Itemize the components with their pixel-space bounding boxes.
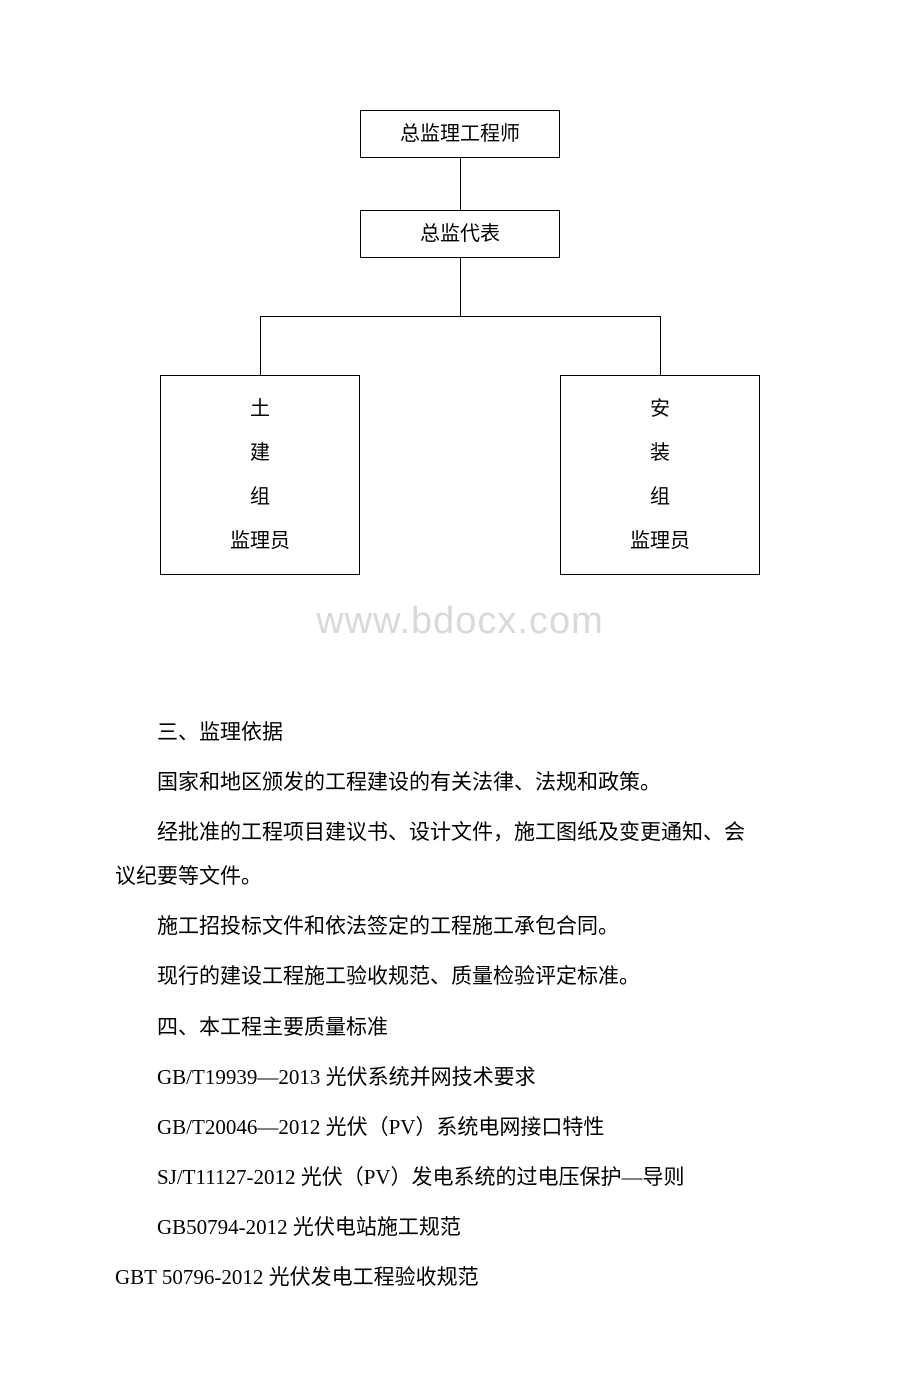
org-chart: 总监理工程师 总监代表 土 建 组 监理员 安 装 组 监理员 www.bdoc… (0, 80, 920, 580)
connector-line (260, 316, 261, 375)
standard-item: GB50794-2012 光伏电站施工规范 (115, 1205, 805, 1249)
connector-line (260, 316, 660, 317)
paragraph-line: 经批准的工程项目建议书、设计文件，施工图纸及变更通知、会 (115, 810, 805, 854)
node-label: 总监理工程师 (400, 120, 520, 148)
node-line: 组 (650, 475, 670, 519)
node-line: 建 (250, 431, 270, 475)
node-deputy: 总监代表 (360, 210, 560, 258)
paragraph: 经批准的工程项目建议书、设计文件，施工图纸及变更通知、会 议纪要等文件。 (115, 810, 805, 898)
standard-item: GBT 50796-2012 光伏发电工程验收规范 (115, 1255, 805, 1299)
section-heading: 四、本工程主要质量标准 (115, 1005, 805, 1049)
node-chief-supervisor: 总监理工程师 (360, 110, 560, 158)
node-line: 安 (650, 387, 670, 431)
paragraph: 国家和地区颁发的工程建设的有关法律、法规和政策。 (115, 760, 805, 804)
standard-item: GB/T19939—2013 光伏系统并网技术要求 (115, 1055, 805, 1099)
paragraph-line: 议纪要等文件。 (115, 854, 805, 898)
node-install-group: 安 装 组 监理员 (560, 375, 760, 575)
node-civil-group: 土 建 组 监理员 (160, 375, 360, 575)
node-line: 组 (250, 475, 270, 519)
paragraph: 现行的建设工程施工验收规范、质量检验评定标准。 (115, 954, 805, 998)
standard-item: SJ/T11127-2012 光伏（PV）发电系统的过电压保护—导则 (115, 1155, 805, 1199)
node-line: 监理员 (630, 519, 690, 563)
connector-line (460, 158, 461, 210)
node-label: 总监代表 (420, 220, 500, 248)
paragraph: 施工招投标文件和依法签定的工程施工承包合同。 (115, 904, 805, 948)
node-line: 监理员 (230, 519, 290, 563)
node-line: 土 (250, 387, 270, 431)
document-body: 三、监理依据 国家和地区颁发的工程建设的有关法律、法规和政策。 经批准的工程项目… (0, 710, 920, 1299)
node-line: 装 (650, 431, 670, 475)
standard-item: GB/T20046—2012 光伏（PV）系统电网接口特性 (115, 1105, 805, 1149)
watermark-text: www.bdocx.com (0, 600, 920, 643)
connector-line (660, 316, 661, 375)
section-heading: 三、监理依据 (115, 710, 805, 754)
connector-line (460, 258, 461, 316)
